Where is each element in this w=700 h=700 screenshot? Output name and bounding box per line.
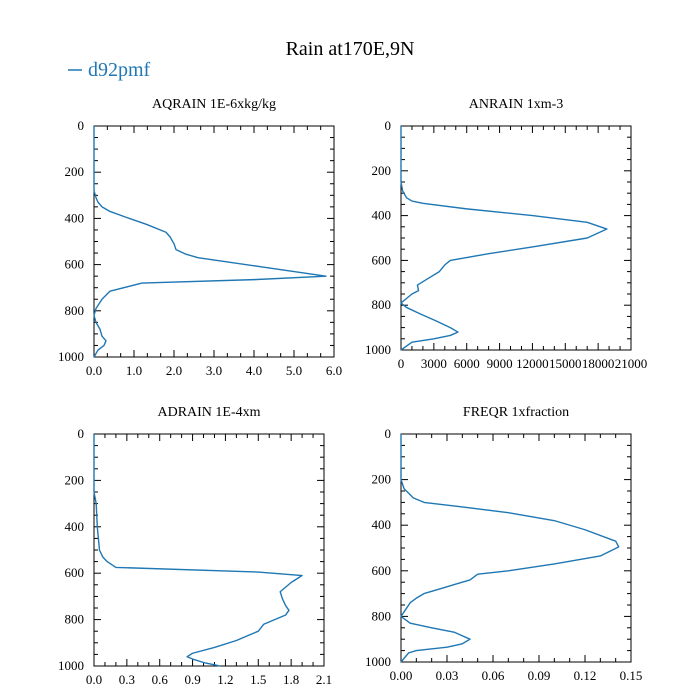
x-tick-label: 6.0 — [326, 363, 342, 378]
y-tick-label: 800 — [372, 608, 392, 623]
y-tick-label: 400 — [372, 517, 392, 532]
y-tick-label: 400 — [372, 208, 392, 223]
x-tick-label: 2.0 — [166, 363, 182, 378]
series-line — [400, 126, 608, 351]
y-tick-label: 1000 — [58, 349, 84, 364]
x-tick-label: 3.0 — [206, 363, 222, 378]
chart-title: Rain at170E,9N — [286, 38, 415, 60]
x-tick-label: 0 — [398, 356, 405, 371]
x-tick-label: 0.06 — [482, 668, 505, 683]
series-line — [400, 434, 620, 663]
x-tick-label: 9000 — [487, 356, 513, 371]
panel-title: AQRAIN 1E-6xkg/kg — [152, 97, 276, 112]
x-tick-label: 0.0 — [86, 363, 102, 378]
x-tick-label: 6000 — [454, 356, 480, 371]
plot-frame — [93, 433, 325, 667]
series-line — [93, 434, 303, 667]
y-tick-label: 0 — [78, 118, 85, 133]
x-tick-label: 0.0 — [86, 672, 102, 687]
x-tick-label: 0.3 — [119, 672, 135, 687]
y-tick-label: 1000 — [365, 654, 391, 669]
plot-frame — [93, 125, 335, 358]
y-tick-label: 1000 — [58, 658, 84, 673]
panel-title: ANRAIN 1xm-3 — [469, 97, 564, 112]
y-tick-label: 600 — [372, 252, 392, 267]
plot-frame — [400, 433, 632, 663]
x-tick-label: 1.8 — [283, 672, 299, 687]
x-tick-label: 15000 — [549, 356, 582, 371]
x-tick-label: 1.2 — [217, 672, 233, 687]
y-tick-label: 600 — [65, 257, 85, 272]
x-tick-label: 0.9 — [184, 672, 200, 687]
x-tick-label: 12000 — [516, 356, 549, 371]
y-tick-label: 400 — [65, 210, 85, 225]
x-tick-label: 0.03 — [436, 668, 459, 683]
y-tick-label: 600 — [372, 563, 392, 578]
x-tick-label: 1.5 — [250, 672, 266, 687]
x-tick-label: 0.00 — [390, 668, 413, 683]
x-tick-label: 0.12 — [574, 668, 597, 683]
x-tick-label: 0.15 — [620, 668, 643, 683]
panel-title: ADRAIN 1E-4xm — [157, 405, 260, 420]
y-tick-label: 1000 — [365, 342, 391, 357]
x-tick-label: 21000 — [615, 356, 648, 371]
x-tick-label: 0.09 — [528, 668, 551, 683]
panel-2: ANRAIN 1xm-3 0 200 400 600 800 1000 0 3000 6000 90… — [365, 97, 647, 371]
x-tick-label: 1.0 — [126, 363, 142, 378]
y-tick-label: 200 — [65, 164, 85, 179]
y-tick-label: 400 — [65, 519, 85, 534]
y-tick-label: 200 — [372, 472, 392, 487]
y-tick-label: 600 — [65, 565, 85, 580]
y-tick-label: 800 — [65, 612, 85, 627]
y-tick-label: 800 — [65, 303, 85, 318]
y-tick-label: 0 — [385, 118, 392, 133]
legend-label: d92pmf — [88, 59, 151, 81]
y-tick-label: 200 — [65, 472, 85, 487]
panel-title: FREQR 1xfraction — [463, 405, 569, 420]
x-tick-label: 18000 — [582, 356, 615, 371]
x-tick-label: 5.0 — [286, 363, 302, 378]
y-tick-label: 800 — [372, 297, 392, 312]
x-tick-label: 3000 — [421, 356, 447, 371]
x-tick-label: 2.1 — [316, 672, 332, 687]
series-line — [93, 126, 327, 358]
y-tick-label: 200 — [372, 163, 392, 178]
y-tick-label: 0 — [385, 426, 392, 441]
x-tick-label: 4.0 — [246, 363, 262, 378]
x-tick-label: 0.6 — [152, 672, 169, 687]
plot-frame — [400, 125, 632, 351]
y-tick-label: 0 — [78, 426, 85, 441]
